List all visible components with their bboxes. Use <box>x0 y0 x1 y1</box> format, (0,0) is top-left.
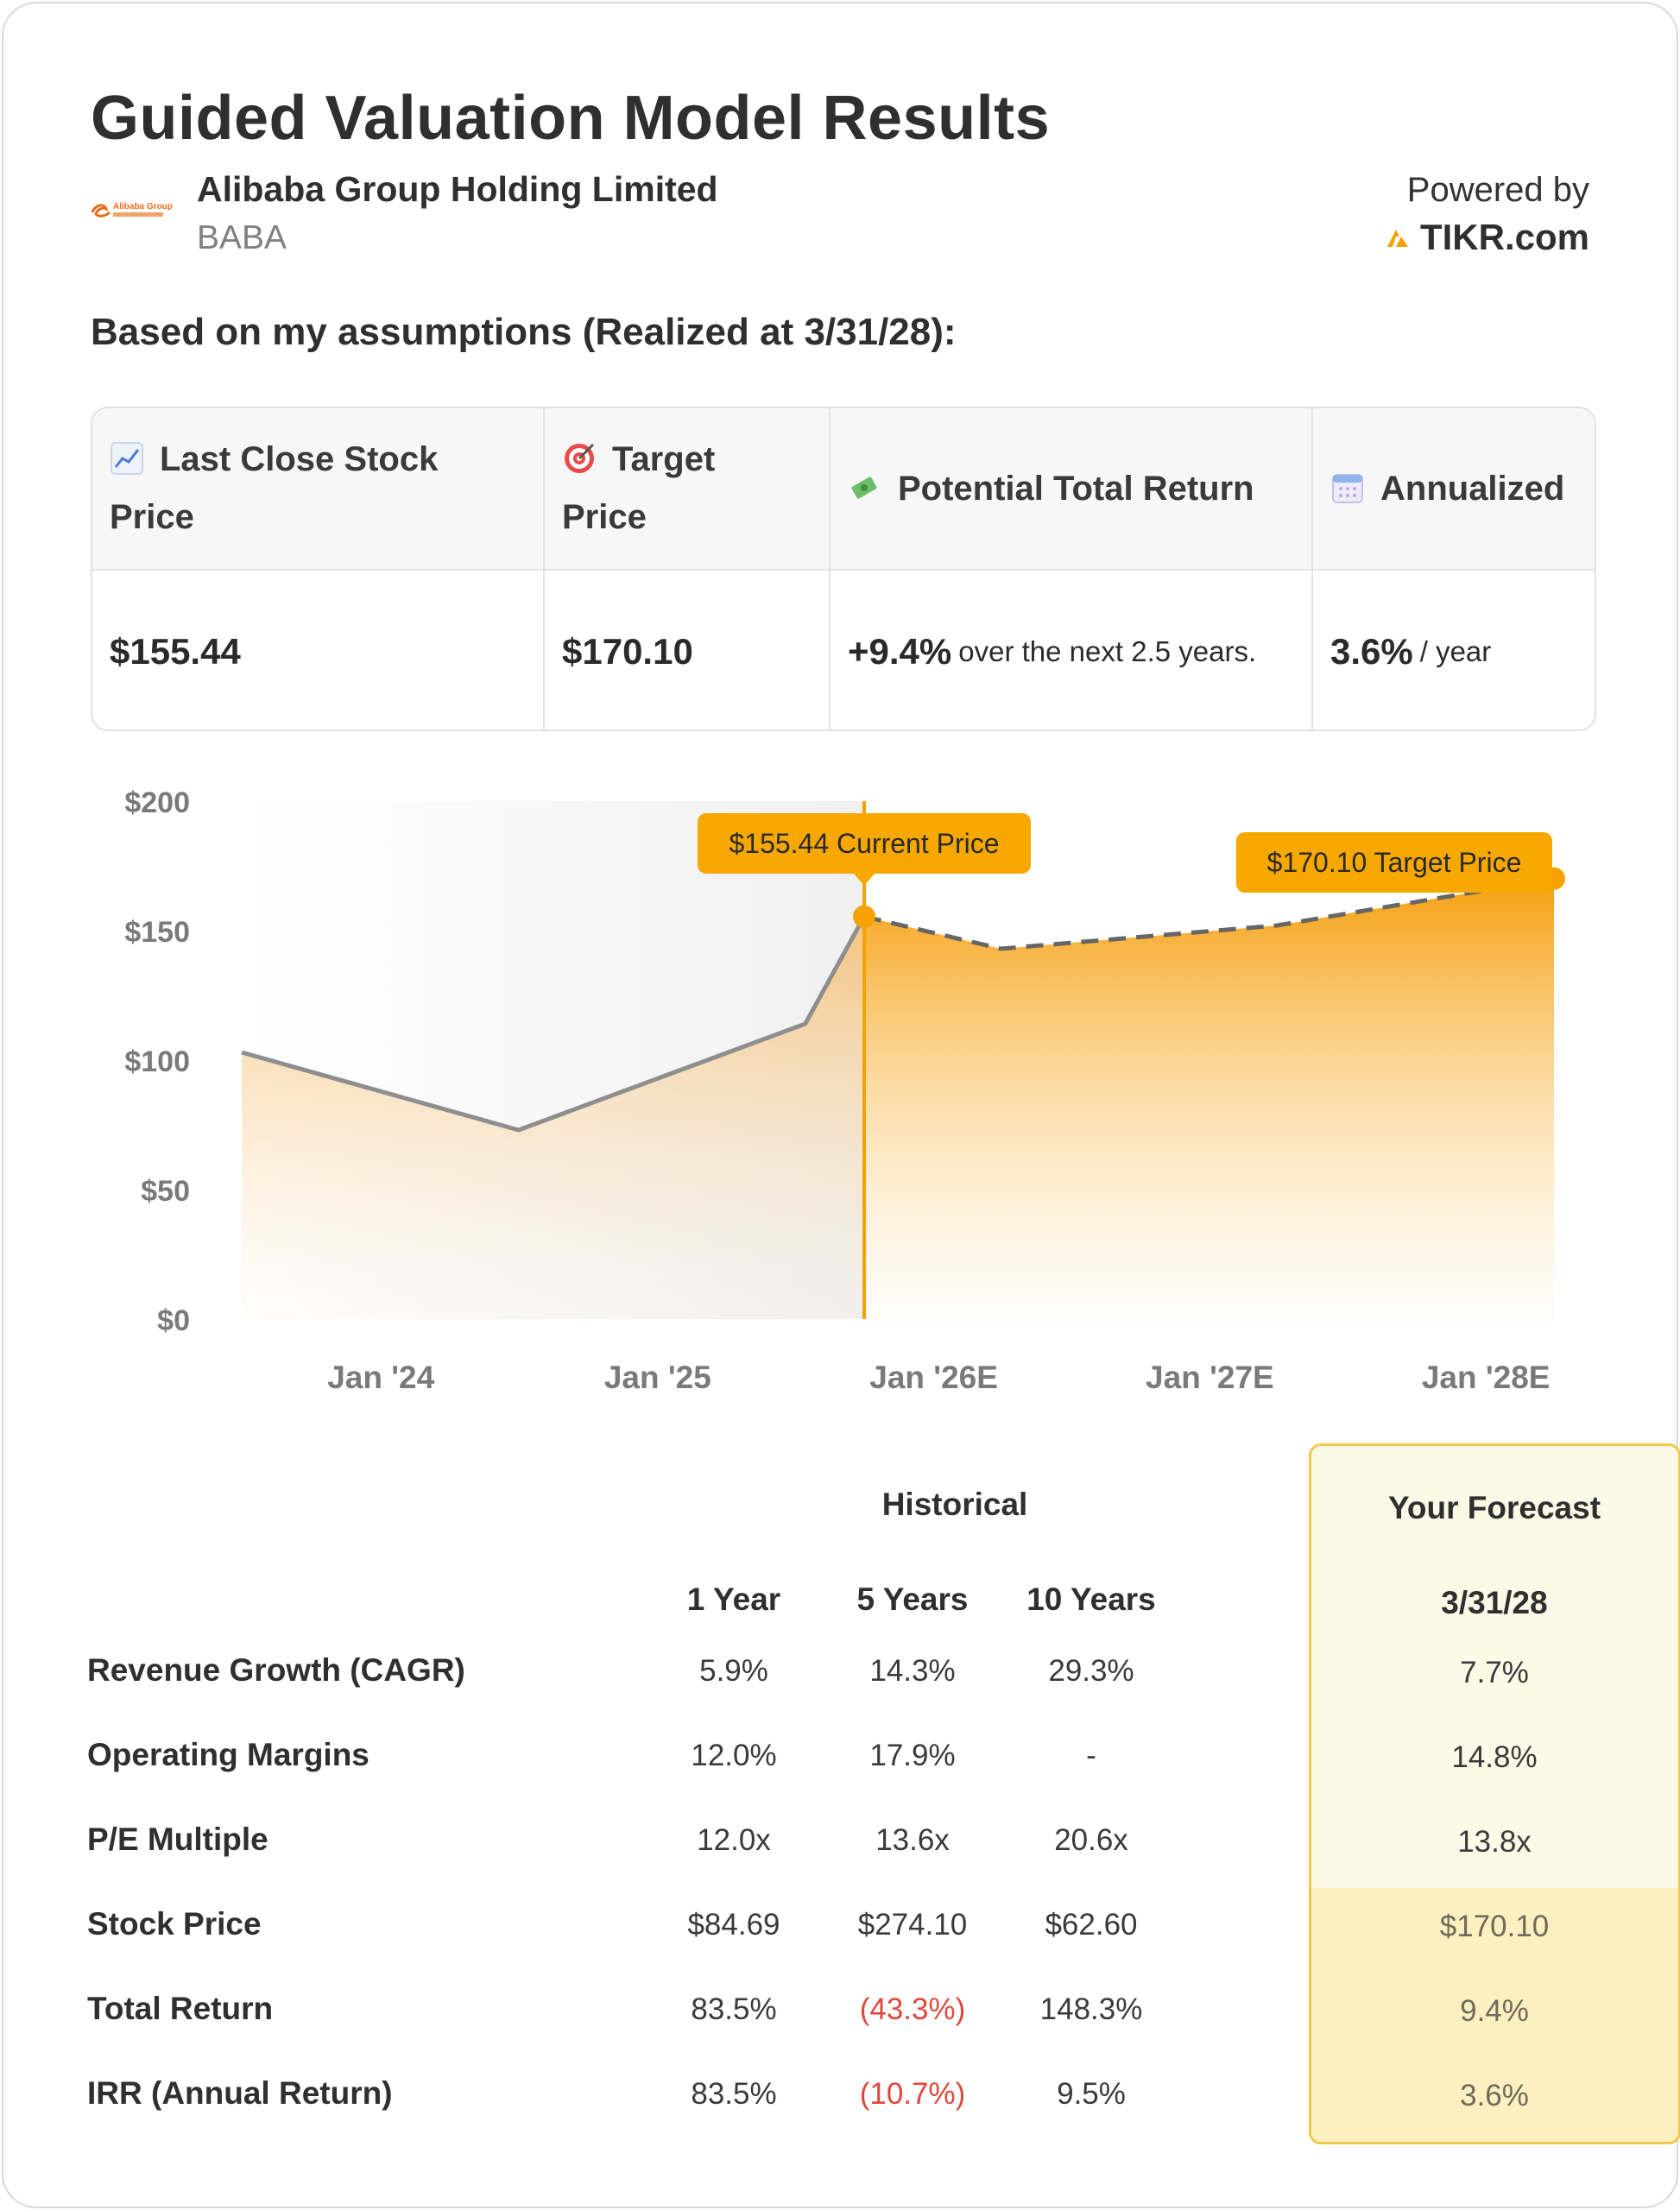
forecast-group-header: Your Forecast <box>1387 1490 1601 1525</box>
table-cell: - <box>1086 1739 1096 1772</box>
price-chart: $200 $150 $100 $50 $0 Jan '24 Jan '25 Jan '26E J… <box>124 786 1565 1395</box>
table-cell: $62.60 <box>1045 1908 1138 1942</box>
total-return-value: +9.4% over the next 2.5 years. <box>831 571 1313 729</box>
chart-increasing-icon <box>111 442 143 475</box>
ticker-symbol: BABA <box>197 219 287 256</box>
target-price-value: $170.10 <box>545 571 831 729</box>
header-annualized: Annualized <box>1313 408 1595 571</box>
table-cell: 83.5% <box>691 1992 777 2026</box>
forecast-panel <box>1309 1443 1680 2144</box>
table-cell: (10.7%) <box>859 2077 966 2111</box>
target-icon <box>565 443 595 473</box>
tikr-logo-icon <box>1386 230 1408 247</box>
logo-text: Alibaba Group <box>113 202 173 212</box>
forecast-cell: 14.8% <box>1451 1740 1538 1774</box>
table-cell: 13.6x <box>875 1823 950 1857</box>
annualized-value: 3.6% / year <box>1330 631 1492 672</box>
historical-series-line <box>241 915 867 1133</box>
money-with-wings-icon <box>851 476 877 499</box>
table-cell: 14.3% <box>869 1654 956 1688</box>
comparison-table: Historical Your Forecast 1 Year 5 Years … <box>87 1442 1680 2150</box>
y-tick-label: $0 <box>157 1304 190 1337</box>
page-title: Guided Valuation Model Results <box>91 84 1051 153</box>
row-label: Revenue Growth (CAGR) <box>87 1652 465 1688</box>
forecast-cell: 9.4% <box>1460 1994 1529 2028</box>
row-label: IRR (Annual Return) <box>87 2075 393 2111</box>
x-tick-label: Jan '27E <box>1146 1360 1274 1395</box>
header-target-price: Target Price <box>545 408 831 571</box>
current-price-label-pointer <box>854 874 875 886</box>
table-cell: $84.69 <box>687 1908 780 1942</box>
company-name: Alibaba Group Holding Limited <box>197 169 718 209</box>
row-label: Total Return <box>87 1991 274 2026</box>
forecast-cell: $170.10 <box>1439 1910 1550 1943</box>
table-cell: 148.3% <box>1039 1992 1143 2026</box>
powered-by-label: Powered by <box>1406 171 1589 209</box>
forecast-cell: 3.6% <box>1460 2079 1529 2112</box>
x-tick-label: Jan '24 <box>327 1360 434 1395</box>
table-cell: 83.5% <box>691 2077 777 2111</box>
header-total-return: Potential Total Return <box>831 408 1313 571</box>
forecast-series-line <box>863 876 1555 951</box>
table-cell: 29.3% <box>1048 1654 1134 1688</box>
x-tick-label: Jan '26E <box>869 1360 998 1395</box>
forecast-area <box>864 878 1554 1319</box>
col-1-year: 1 Year <box>686 1582 781 1617</box>
y-tick-label: $50 <box>141 1175 190 1208</box>
x-tick-label: Jan '25 <box>604 1360 711 1395</box>
table-cell: 20.6x <box>1054 1823 1128 1857</box>
y-tick-label: $100 <box>124 1045 190 1078</box>
current-price-label-box <box>698 813 1032 874</box>
calendar-icon <box>1332 473 1363 503</box>
col-10-years: 10 Years <box>1026 1582 1156 1617</box>
col-forecast-date: 3/31/28 <box>1441 1585 1548 1620</box>
table-cell: 12.0% <box>691 1739 777 1772</box>
header-last-close: Last Close Stock Price <box>92 408 545 571</box>
table-cell: 12.0x <box>697 1823 771 1857</box>
table-cell: 5.9% <box>699 1654 768 1688</box>
forecast-cell: 7.7% <box>1460 1656 1529 1689</box>
alibaba-logo: Alibaba Group <box>91 202 173 218</box>
historical-group-header: Historical <box>881 1487 1028 1522</box>
table-cell: $274.10 <box>857 1908 968 1942</box>
target-price-label-text: $170.10 Target Price <box>1267 847 1522 878</box>
assumptions-heading: Based on my assumptions (Realized at 3/3… <box>91 311 957 353</box>
target-price-label-box <box>1236 832 1552 893</box>
row-label: Operating Margins <box>87 1737 369 1772</box>
forecast-panel-highlight <box>1311 1888 1678 2142</box>
table-cell: 9.5% <box>1057 2077 1126 2111</box>
tikr-brand[interactable]: TIKR.com <box>1386 217 1589 258</box>
row-label: Stock Price <box>87 1906 262 1942</box>
last-close-value: $155.44 <box>92 571 545 729</box>
forecast-cell: 13.8x <box>1457 1825 1532 1859</box>
current-price-label-text: $155.44 Current Price <box>729 828 999 859</box>
tikr-brand-text: TIKR.com <box>1419 217 1589 257</box>
x-tick-label: Jan '28E <box>1422 1360 1551 1395</box>
summary-table: Last Close Stock Price Target Price Potent… <box>91 407 1596 731</box>
table-cell: 17.9% <box>869 1739 956 1772</box>
y-tick-label: $150 <box>124 916 190 949</box>
table-cell: (43.3%) <box>859 1992 966 2026</box>
current-price-point <box>853 905 876 928</box>
col-5-years: 5 Years <box>856 1582 969 1617</box>
y-tick-label: $200 <box>124 786 190 819</box>
row-label: P/E Multiple <box>87 1822 268 1857</box>
